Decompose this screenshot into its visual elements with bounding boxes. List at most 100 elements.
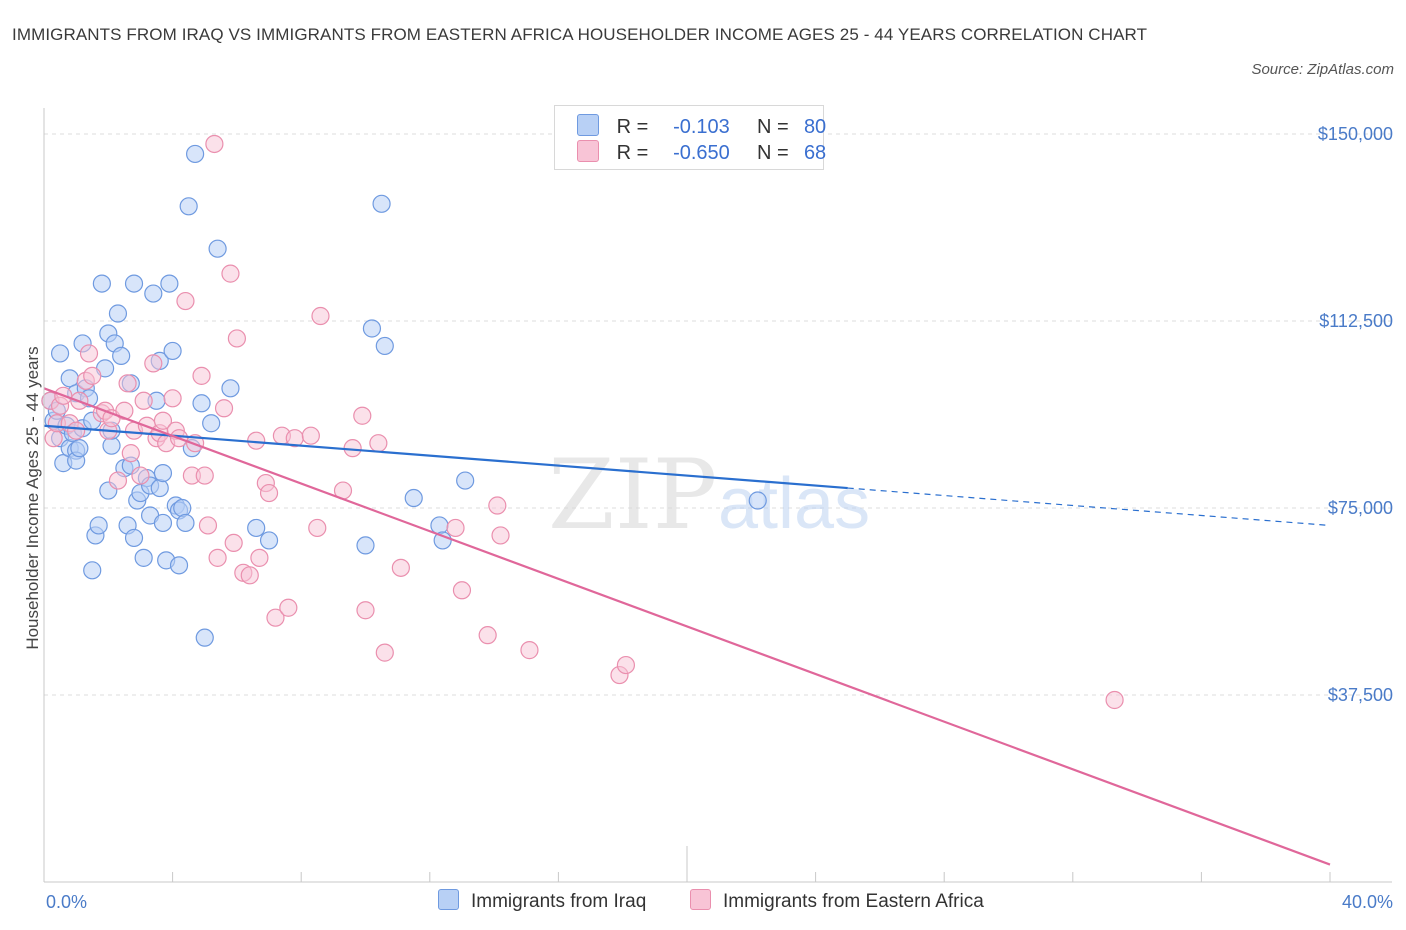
iraq-point — [112, 346, 131, 366]
eafrica-point — [1105, 690, 1124, 710]
eafrica-point — [205, 134, 224, 154]
eafrica-point — [488, 496, 507, 515]
iraq-point — [153, 463, 173, 483]
bottom-legend-swatch-iraq — [438, 889, 459, 910]
eafrica-point — [221, 264, 240, 283]
eafrica-point — [163, 389, 182, 408]
watermark-zip: ZIP — [548, 439, 717, 551]
legend-row-iraq: R = -0.103 N = 80 — [577, 114, 826, 142]
iraq-point — [192, 394, 211, 413]
iraq-point — [456, 471, 475, 490]
iraq-point — [195, 628, 214, 647]
iraq-point — [124, 274, 144, 293]
eafrica-point — [208, 548, 227, 567]
eafrica-point — [115, 401, 134, 420]
legend-r-value-eafrica: -0.650 — [673, 142, 730, 164]
iraq-point — [50, 344, 70, 363]
eafrica-point — [214, 399, 234, 418]
y-axis-label: Householder Income Ages 25 - 44 years — [23, 346, 42, 649]
iraq-point — [173, 498, 192, 518]
eafrica-point — [44, 429, 63, 448]
eafrica-point — [153, 411, 173, 430]
eafrica-point — [121, 444, 140, 463]
iraq-trend-line — [43, 424, 848, 490]
eafrica-point — [301, 426, 320, 445]
iraq-point — [108, 304, 128, 323]
eafrica-point — [452, 581, 472, 600]
legend-swatch-eafrica — [577, 140, 599, 162]
eafrica-point — [369, 434, 388, 453]
iraq-point — [221, 379, 240, 398]
iraq-point — [89, 516, 108, 535]
eafrica-point — [616, 655, 636, 675]
correlation-legend: R = -0.103 N = 80 R = -0.650 N = 68 — [554, 105, 826, 170]
iraq-point — [433, 531, 452, 550]
y-tick-label: $112,500 — [1319, 311, 1393, 331]
eafrica-point — [250, 548, 269, 567]
iraq-point — [202, 414, 221, 433]
eafrica-trend-line — [43, 387, 1331, 866]
iraq-point — [70, 439, 89, 458]
iraq-point — [404, 488, 423, 508]
series-eafrica-points — [41, 134, 1124, 710]
watermark-atlas: atlas — [718, 464, 870, 544]
iraq-point — [160, 274, 179, 293]
iraq-point — [169, 556, 189, 575]
eafrica-point — [79, 344, 99, 363]
grid-layer — [44, 133, 1392, 696]
y-tick-label: $37,500 — [1328, 685, 1393, 705]
eafrica-point — [198, 516, 218, 535]
iraq-point — [92, 274, 111, 293]
eafrica-point — [118, 374, 137, 393]
legend-n-label-eafrica: N = — [756, 142, 789, 164]
eafrica-point — [266, 608, 285, 627]
iraq-point — [176, 513, 195, 533]
iraq-trend-line-extrapolated — [847, 487, 1331, 527]
iraq-point — [372, 194, 391, 213]
iraq-point — [124, 528, 144, 548]
iraq-point — [247, 518, 266, 538]
eafrica-point — [134, 391, 153, 410]
legend-r-label-iraq: R = — [616, 116, 649, 138]
eafrica-point — [491, 526, 510, 545]
iraq-point — [208, 239, 227, 258]
eafrica-point — [67, 421, 86, 440]
eafrica-point — [356, 601, 375, 620]
eafrica-point — [391, 558, 410, 577]
iraq-point — [748, 491, 767, 510]
eafrica-point — [195, 466, 214, 485]
iraq-point — [144, 284, 163, 303]
eafrica-point — [108, 471, 128, 490]
iraq-point — [153, 513, 173, 533]
iraq-point — [259, 531, 279, 550]
legend-row-eafrica: R = -0.650 N = 68 — [577, 140, 826, 168]
iraq-point — [375, 336, 394, 356]
eafrica-point — [259, 483, 279, 503]
iraq-point — [83, 561, 102, 580]
trend-layer — [43, 387, 1331, 866]
eafrica-point — [83, 366, 102, 385]
legend-r-value-iraq: -0.103 — [673, 116, 730, 138]
eafrica-point — [131, 466, 150, 485]
eafrica-point — [240, 566, 259, 585]
iraq-point — [362, 319, 382, 338]
axis-layer: $37,500 $75,000 $112,500 $150,000 0.0% 40.0% — [43, 108, 1393, 912]
eafrica-point — [311, 306, 330, 326]
eafrica-point — [520, 641, 539, 660]
y-tick-label: $75,000 — [1328, 498, 1393, 518]
iraq-point — [356, 536, 375, 555]
eafrica-point — [446, 518, 465, 538]
eafrica-point — [144, 354, 163, 373]
bottom-legend-label-eafrica: Immigrants from Eastern Africa — [723, 891, 984, 912]
eafrica-point — [478, 626, 497, 645]
legend-swatch-iraq — [577, 114, 599, 136]
iraq-point — [150, 478, 169, 498]
eafrica-point — [353, 406, 372, 425]
legend-n-label-iraq: N = — [756, 116, 789, 138]
eafrica-point — [192, 366, 211, 385]
bottom-legend-label-iraq: Immigrants from Iraq — [471, 891, 647, 912]
eafrica-point — [308, 518, 327, 538]
iraq-point — [163, 341, 182, 361]
bottom-legend-swatch-eafrica — [690, 889, 711, 910]
